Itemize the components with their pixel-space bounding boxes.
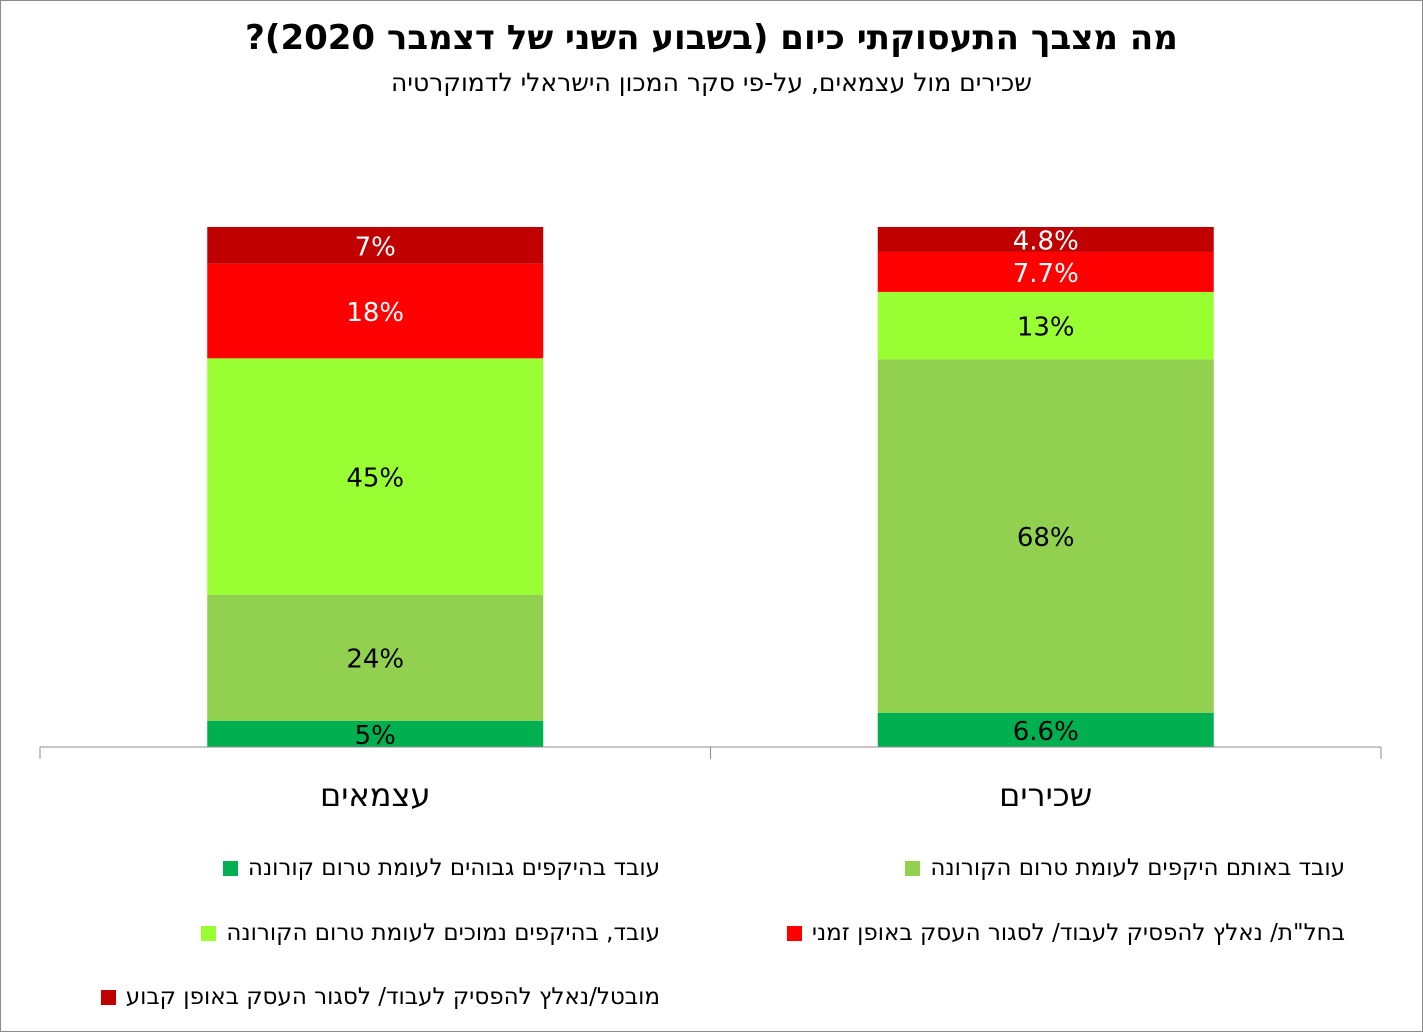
bar-segment-s1-c1 [207,594,544,721]
legend-item-0: עובד בהיקפים גבוהים לעומת טרום קורונה [222,851,660,885]
legend-item-2: עובד, בהיקפים נמוכים לעומת טרום הקורונה [201,916,660,950]
data-label-s2-c0: 13% [1017,313,1075,343]
data-label-s0-c0: 6.6% [1013,717,1079,747]
legend-swatch-2 [201,925,217,941]
legend-item-4: מובטל/נאלץ להפסיק לעבוד/ לסגור העסק באופ… [100,980,660,1014]
bar-segment-s3-c0 [877,251,1214,292]
legend-label-4: מובטל/נאלץ להפסיק לעבוד/ לסגור העסק באופ… [125,984,660,1010]
data-label-s2-c1: 45% [346,463,404,493]
bar-segment-s2-c1 [207,358,544,595]
bar-segment-s4-c0 [877,227,1214,252]
bar-segment-s0-c1 [207,720,544,747]
data-label-s1-c0: 68% [1017,523,1075,553]
data-label-s1-c1: 24% [346,645,404,675]
data-label-s0-c1: 5% [355,721,396,751]
data-label-s4-c0: 4.8% [1013,226,1079,256]
legend-label-1: עובד באותם היקפים לעומת טרום הקורונה [930,855,1345,881]
bar-segment-s1-c0 [877,359,1214,713]
category-label-1: עצמאים [320,776,431,814]
bar-segment-s3-c1 [207,263,544,359]
legend-item-3: בחל"ת/ נאלץ להפסיק לעבוד/ לסגור העסק באו… [786,916,1345,950]
data-label-s4-c1: 7% [355,232,396,262]
bar-segment-s0-c0 [877,712,1214,747]
legend-swatch-0 [222,860,238,876]
data-label-s3-c1: 18% [346,298,404,328]
legend-item-1: עובד באותם היקפים לעומת טרום הקורונה [905,851,1345,885]
category-label-0: שכירים [999,776,1092,814]
legend-label-2: עובד, בהיקפים נמוכים לעומת טרום הקורונה [226,920,660,946]
bar-segment-s2-c0 [877,291,1214,360]
legend-swatch-1 [905,860,921,876]
data-label-s3-c0: 7.7% [1013,259,1079,289]
chart-title: מה מצבך התעסוקתי כיום (בשבוע השני של דצמ… [245,18,1178,58]
chart-subtitle: שכירים מול עצמאים, על-פי סקר המכון הישרא… [391,68,1032,97]
legend-label-3: בחל"ת/ נאלץ להפסיק לעבוד/ לסגור העסק באו… [811,920,1345,946]
legend-label-0: עובד בהיקפים גבוהים לעומת טרום קורונה [247,855,660,881]
bar-segment-s4-c1 [207,227,544,264]
legend-swatch-3 [786,925,802,941]
legend-swatch-4 [100,989,116,1005]
